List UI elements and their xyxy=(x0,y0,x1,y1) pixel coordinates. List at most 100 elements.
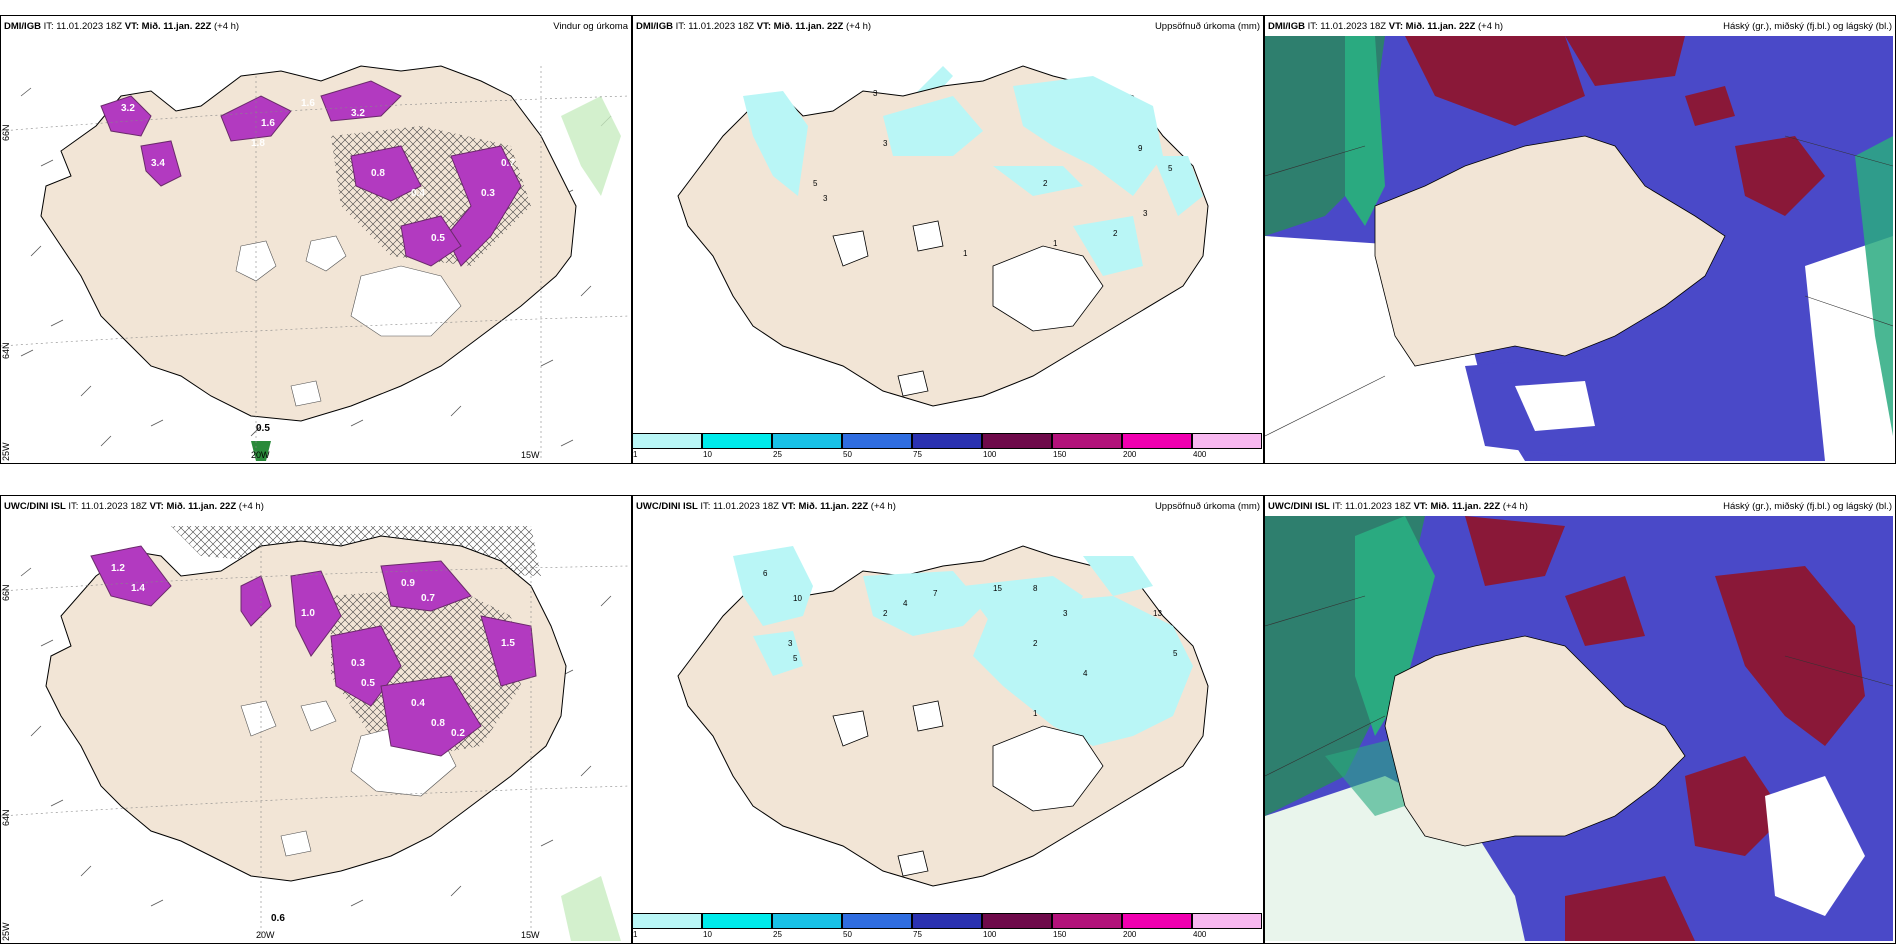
colorbar-tick: 25 xyxy=(773,450,782,459)
high-cloud-east xyxy=(1855,136,1893,436)
svg-text:5: 5 xyxy=(1168,164,1173,173)
iceland-land xyxy=(1384,635,1686,847)
low-cloud-areas xyxy=(1465,516,1865,941)
valid-label: VT: xyxy=(1413,500,1428,512)
svg-text:8: 8 xyxy=(1033,584,1038,593)
svg-text:0.8: 0.8 xyxy=(431,718,445,729)
panel-title: Uppsöfnuð úrkoma (mm) xyxy=(1154,500,1260,512)
svg-text:2: 2 xyxy=(1033,639,1038,648)
grid-label-66n: 66N xyxy=(1,584,11,601)
svg-text:0.9: 0.9 xyxy=(401,578,415,589)
precip-label: 0.8 xyxy=(371,168,385,179)
svg-text:4: 4 xyxy=(903,599,908,608)
valid-time: Mið. 11.jan. 22Z xyxy=(141,20,212,32)
precip-contours xyxy=(100,80,522,267)
colorbar-seg xyxy=(1122,913,1192,929)
svg-text:10: 10 xyxy=(793,594,802,603)
model-name: DMI/IGB xyxy=(636,20,673,32)
colorbar-seg xyxy=(982,913,1052,929)
valid-label: VT: xyxy=(124,20,140,32)
svg-text:5: 5 xyxy=(793,654,798,663)
model-name: DMI/IGB xyxy=(4,20,41,32)
grid-label-25w: 25W xyxy=(1,922,11,941)
colorbar-seg xyxy=(1192,433,1262,449)
panel-wind-precip-uwc: UWC/DINI ISL IT: 11.01.2023 18Z VT: Mið.… xyxy=(0,495,632,944)
valid-time: Mið. 11.jan. 22Z xyxy=(773,20,844,32)
iceland-land xyxy=(1374,135,1726,367)
glacier-hofsjokull xyxy=(305,235,347,272)
grid-label-15w: 15W xyxy=(521,930,540,940)
glaciers xyxy=(832,220,1104,397)
colorbar-seg xyxy=(772,913,842,929)
colorbar-tick: 75 xyxy=(913,930,922,939)
grid-label-64n: 64N xyxy=(1,342,11,359)
svg-text:4: 4 xyxy=(1083,669,1088,678)
wind-barbs xyxy=(20,567,612,907)
panel-accum-precip-dmi: DMI/IGB IT: 11.01.2023 18Z VT: Mið. 11.j… xyxy=(632,15,1264,464)
panel-title: Vindur og úrkoma xyxy=(553,20,628,32)
colorbar-seg xyxy=(1052,433,1122,449)
model-name: DMI/IGB xyxy=(1268,20,1305,32)
svg-text:0.3: 0.3 xyxy=(351,658,365,669)
svg-text:2: 2 xyxy=(1113,229,1118,238)
colorbar-seg xyxy=(702,913,772,929)
colorbar-tick: 100 xyxy=(983,930,997,939)
init-time: IT: 11.01.2023 18Z xyxy=(43,20,123,32)
glacier-vatnajokull xyxy=(350,265,462,337)
valid-label: VT: xyxy=(149,500,164,512)
lead-time: (+4 h) xyxy=(846,20,872,32)
valid-label: VT: xyxy=(756,20,772,32)
glaciers xyxy=(240,700,457,857)
svg-text:0.7: 0.7 xyxy=(421,593,435,604)
valid-time: Mið. 11.jan. 22Z xyxy=(1405,20,1476,32)
svg-text:1.0: 1.0 xyxy=(301,608,315,619)
clear-south xyxy=(1515,381,1595,431)
svg-text:1.5: 1.5 xyxy=(501,638,515,649)
grid-lines xyxy=(1,546,629,941)
svg-text:0.2: 0.2 xyxy=(451,728,465,739)
svg-text:13: 13 xyxy=(1153,609,1162,618)
svg-text:1: 1 xyxy=(1033,709,1038,718)
colorbar-tick: 75 xyxy=(913,450,922,459)
colorbar-tick: 10 xyxy=(703,930,712,939)
valid-label: VT: xyxy=(1388,20,1404,32)
grid-label-20w: 20W xyxy=(251,450,270,460)
svg-text:6: 6 xyxy=(763,569,768,578)
map-svg xyxy=(1265,516,1893,941)
colorbar-tick: 25 xyxy=(773,930,782,939)
precip-contours xyxy=(90,545,537,757)
grid-label-64n: 64N xyxy=(1,809,11,826)
panel-header: DMI/IGB IT: 11.01.2023 18Z VT: Mið. 11.j… xyxy=(1,16,631,36)
map-wind-precip: 1.2 1.4 0.9 0.7 0.3 0.5 0.4 0.8 0.2 1.0 … xyxy=(1,516,629,941)
colorbar-seg xyxy=(1192,913,1262,929)
colorbar-seg xyxy=(1052,913,1122,929)
model-name: UWC/DINI ISL xyxy=(4,500,66,512)
map-wind-precip: 3.2 3.4 1.8 3.2 1.6 0.8 0.4 0.5 0.3 0.7 … xyxy=(1,36,629,461)
colorbar-tick: 10 xyxy=(703,450,712,459)
high-cloud-band xyxy=(1355,516,1435,736)
colorbar-tick: 400 xyxy=(1193,930,1207,939)
colorbar-tick: 200 xyxy=(1123,930,1137,939)
panel-cloud-uwc: UWC/DINI ISL IT: 11.01.2023 18Z VT: Mið.… xyxy=(1264,495,1896,944)
precip-green-south-east xyxy=(561,876,621,941)
colorbar-tick: 150 xyxy=(1053,450,1067,459)
colorbar-seg xyxy=(1122,433,1192,449)
lead-time: (+4 h) xyxy=(1478,20,1504,32)
grid-label-15w: 15W xyxy=(521,450,540,460)
init-time: IT: 11.01.2023 18Z xyxy=(1332,500,1411,512)
svg-text:5: 5 xyxy=(813,179,818,188)
colorbar-seg xyxy=(702,433,772,449)
panel-accum-precip-uwc: UWC/DINI ISL IT: 11.01.2023 18Z VT: Mið.… xyxy=(632,495,1264,944)
colorbar-seg xyxy=(982,433,1052,449)
accum-value-labels: 6 10 3 5 2 4 7 15 8 2 3 4 1 13 5 xyxy=(763,569,1178,718)
lead-time: (+4 h) xyxy=(214,20,240,32)
colorbar-seg xyxy=(632,913,702,929)
svg-text:7: 7 xyxy=(933,589,938,598)
grid-label-66n: 66N xyxy=(1,124,11,141)
colorbar-bottom: 1 10 25 50 75 100 150 200 400 xyxy=(632,913,1262,939)
precip-label-south: 0.5 xyxy=(256,423,270,434)
glaciers xyxy=(832,700,1104,877)
colorbar-seg xyxy=(632,433,702,449)
map-accum-precip: 3 1 5 3 3 2 1 2 3 9 5 xyxy=(633,36,1261,436)
panel-title: Háský (gr.), miðský (fj.bl.) og lágský (… xyxy=(1723,500,1892,512)
